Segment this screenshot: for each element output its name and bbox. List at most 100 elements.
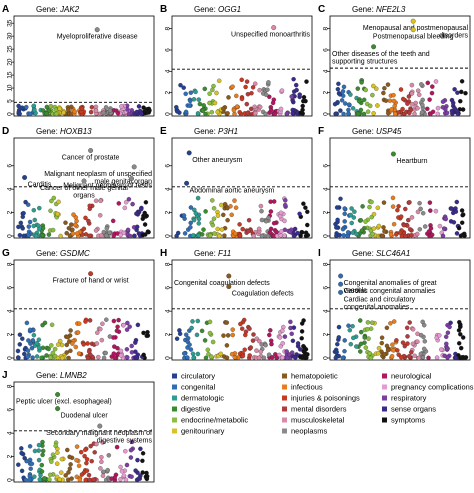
- phewas-point: [231, 107, 237, 113]
- phewas-point: [351, 215, 357, 220]
- phewas-point: [365, 326, 370, 332]
- annotated-point: [97, 423, 103, 429]
- phewas-point: [31, 207, 37, 213]
- phewas-point: [443, 334, 449, 340]
- legend-label: sense organs: [391, 405, 436, 414]
- annotated-point: [131, 164, 137, 170]
- y-tick-label: 2: [165, 210, 172, 214]
- phewas-point: [302, 350, 308, 356]
- phewas-point: [31, 332, 37, 338]
- phewas-point: [16, 462, 21, 467]
- phewas-point: [379, 335, 385, 340]
- phewas-point: [259, 217, 265, 223]
- annotation-label: Malignant neoplasm of testis: [63, 183, 152, 190]
- panel-J: J Gene: LMNB2 0 2 4 6 8 Peptic ulcer (excl. eso…: [2, 370, 155, 483]
- legend-swatch: [382, 384, 387, 390]
- phewas-point: [243, 329, 249, 334]
- phewas-point: [369, 214, 374, 220]
- phewas-point: [50, 350, 56, 356]
- phewas-point: [202, 338, 208, 343]
- phewas-point: [199, 328, 205, 334]
- phewas-point: [433, 208, 439, 214]
- phewas-point: [456, 341, 462, 346]
- phewas-point: [183, 332, 189, 337]
- phewas-point: [401, 222, 407, 228]
- phewas-point: [452, 87, 457, 92]
- phewas-point: [427, 97, 432, 102]
- phewas-point: [30, 355, 35, 360]
- y-tick-label: 20: [7, 58, 14, 66]
- legend-swatch: [172, 417, 177, 423]
- legend-label: injuries & poisonings: [291, 394, 360, 403]
- phewas-point: [26, 232, 31, 238]
- panel-letter: J: [2, 370, 8, 381]
- annotation-label: Other diseases of the teeth and supportin…: [332, 51, 430, 66]
- phewas-point: [18, 220, 24, 226]
- phewas-point: [124, 327, 130, 332]
- phewas-point: [333, 111, 339, 117]
- phewas-point: [25, 354, 31, 360]
- phewas-point: [107, 108, 113, 113]
- phewas-point: [342, 101, 348, 106]
- phewas-point: [39, 355, 44, 361]
- y-tick-label: 25: [7, 45, 14, 53]
- phewas-point: [75, 330, 81, 335]
- plot-frame: [329, 137, 471, 239]
- phewas-point: [421, 346, 427, 352]
- phewas-point: [115, 110, 121, 116]
- phewas-point: [391, 348, 396, 353]
- phewas-point: [99, 459, 104, 465]
- phewas-point: [265, 233, 271, 239]
- phewas-point: [119, 469, 125, 474]
- phewas-point: [39, 469, 45, 474]
- phewas-point: [47, 477, 52, 482]
- phewas-point: [458, 332, 463, 337]
- phewas-point: [291, 325, 297, 330]
- phewas-point: [271, 220, 277, 226]
- phewas-point: [86, 472, 92, 478]
- phewas-point: [409, 232, 414, 238]
- phewas-point: [338, 108, 343, 113]
- phewas-point: [283, 198, 288, 203]
- phewas-point: [190, 319, 195, 324]
- phewas-point: [222, 233, 227, 238]
- phewas-point: [146, 229, 151, 235]
- phewas-point: [50, 227, 56, 233]
- phewas-point: [382, 85, 387, 91]
- y-tick-label: 6: [165, 48, 172, 52]
- phewas-point: [210, 339, 216, 345]
- phewas-point: [420, 102, 425, 108]
- phewas-point: [57, 106, 62, 112]
- phewas-point: [40, 233, 45, 238]
- phewas-point: [390, 342, 395, 347]
- phewas-point: [182, 231, 188, 236]
- phewas-point: [40, 322, 45, 328]
- plot-frame: [13, 259, 155, 361]
- phewas-point: [427, 200, 433, 205]
- phewas-point: [242, 347, 247, 352]
- phewas-point: [191, 355, 196, 361]
- phewas-point: [195, 351, 201, 357]
- legend-label: endocrine/metabolic: [181, 416, 248, 425]
- phewas-point: [54, 461, 60, 466]
- phewas-point: [16, 103, 21, 109]
- phewas-point: [36, 226, 42, 232]
- phewas-point: [64, 350, 69, 355]
- phewas-point: [23, 477, 29, 483]
- y-tick-label: 6: [7, 408, 14, 412]
- phewas-point: [140, 470, 145, 475]
- annotated-point: [410, 27, 416, 33]
- phewas-point: [134, 109, 140, 115]
- y-tick-label: 4: [323, 309, 330, 313]
- legend-label: musculoskeletal: [291, 416, 345, 425]
- phewas-point: [292, 226, 298, 232]
- phewas-point: [197, 101, 203, 107]
- phewas-point: [64, 342, 70, 348]
- phewas-point: [246, 228, 251, 234]
- phewas-point: [290, 111, 295, 116]
- phewas-point: [51, 195, 57, 201]
- phewas-point: [20, 336, 25, 341]
- phewas-point: [358, 341, 364, 347]
- phewas-point: [183, 91, 188, 97]
- phewas-point: [444, 341, 449, 347]
